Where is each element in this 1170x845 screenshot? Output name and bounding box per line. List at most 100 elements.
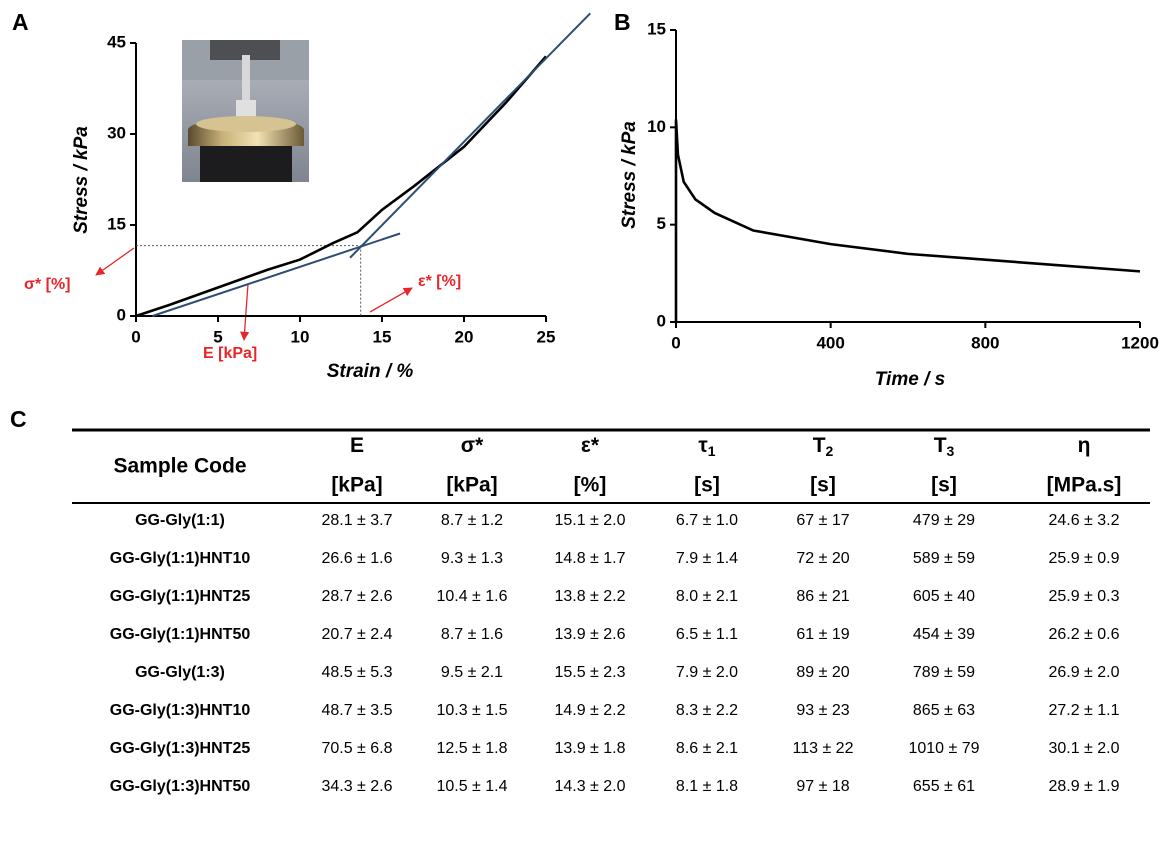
tangent-line bbox=[152, 232, 401, 317]
y-tick-label: 0 bbox=[657, 311, 666, 330]
x-tick-label: 5 bbox=[213, 327, 222, 346]
row-label: GG-Gly(1:3) bbox=[135, 664, 225, 681]
x-tick-label: 800 bbox=[971, 333, 999, 352]
table-cell: 72 ± 20 bbox=[796, 550, 849, 567]
x-tick-label: 400 bbox=[816, 333, 844, 352]
header-symbol: T bbox=[934, 434, 947, 457]
table-cell: 70.5 ± 6.8 bbox=[321, 740, 392, 757]
panel-label: A bbox=[12, 9, 29, 35]
x-axis-label: Time / s bbox=[875, 369, 945, 390]
column-header: σ* bbox=[461, 434, 484, 457]
column-header: τ1 bbox=[698, 434, 715, 459]
table-cell: 8.0 ± 2.1 bbox=[676, 588, 738, 605]
table-cell: 30.1 ± 2.0 bbox=[1048, 740, 1119, 757]
row-label: GG-Gly(1:1)HNT25 bbox=[110, 588, 251, 605]
y-axis-label: Stress / kPa bbox=[619, 121, 640, 229]
table-cell: 28.9 ± 1.9 bbox=[1048, 778, 1119, 795]
annotation-arrow bbox=[95, 247, 135, 276]
column-header: E bbox=[350, 434, 364, 457]
header-symbol: σ* bbox=[461, 434, 484, 457]
x-tick-label: 0 bbox=[131, 327, 140, 346]
table-cell: 10.4 ± 1.6 bbox=[436, 588, 507, 605]
table-cell: 97 ± 18 bbox=[796, 778, 849, 795]
table-cell: 10.5 ± 1.4 bbox=[436, 778, 507, 795]
table-cell: 9.3 ± 1.3 bbox=[441, 550, 503, 567]
y-axis-label: Stress / kPa bbox=[71, 126, 92, 234]
column-unit: [s] bbox=[810, 474, 836, 497]
table-cell: 48.5 ± 5.3 bbox=[321, 664, 392, 681]
header-symbol: ε* bbox=[581, 434, 600, 457]
column-header: ε* bbox=[581, 434, 600, 457]
table-cell: 865 ± 63 bbox=[913, 702, 975, 719]
table-cell: 13.8 ± 2.2 bbox=[554, 588, 625, 605]
table-cell: 605 ± 40 bbox=[913, 588, 975, 605]
row-label: GG-Gly(1:3)HNT25 bbox=[110, 740, 251, 757]
table-cell: 20.7 ± 2.4 bbox=[321, 626, 392, 643]
table-cell: 25.9 ± 0.3 bbox=[1048, 588, 1119, 605]
column-header: Sample Code bbox=[113, 455, 246, 478]
table-cell: 27.2 ± 1.1 bbox=[1048, 702, 1119, 719]
data-line bbox=[135, 55, 547, 318]
table-cell: 7.9 ± 1.4 bbox=[676, 550, 738, 567]
data-line bbox=[674, 119, 1141, 322]
table-cell: 89 ± 20 bbox=[796, 664, 849, 681]
table-cell: 93 ± 23 bbox=[796, 702, 849, 719]
column-unit: [s] bbox=[931, 474, 957, 497]
table-cell: 28.7 ± 2.6 bbox=[321, 588, 392, 605]
panel-label: C bbox=[10, 406, 27, 432]
y-tick-label: 5 bbox=[657, 214, 666, 233]
table-cell: 15.5 ± 2.3 bbox=[554, 664, 625, 681]
inset-photo bbox=[182, 40, 309, 182]
table-cell: 48.7 ± 3.5 bbox=[321, 702, 392, 719]
y-tick-label: 10 bbox=[647, 117, 666, 136]
x-tick-label: 10 bbox=[291, 327, 310, 346]
table-cell: 589 ± 59 bbox=[913, 550, 975, 567]
table-cell: 655 ± 61 bbox=[913, 778, 975, 795]
table-cell: 789 ± 59 bbox=[913, 664, 975, 681]
annotation: E [kPa] bbox=[203, 345, 257, 362]
header-symbol: τ bbox=[698, 434, 708, 457]
table-cell: 8.3 ± 2.2 bbox=[676, 702, 738, 719]
y-tick-label: 30 bbox=[107, 123, 126, 142]
annotation: σ* [%] bbox=[24, 276, 71, 293]
table-cell: 113 ± 22 bbox=[793, 740, 854, 757]
table-cell: 6.7 ± 1.0 bbox=[676, 512, 738, 529]
column-header: T2 bbox=[813, 434, 834, 459]
y-tick-label: 0 bbox=[117, 305, 126, 324]
x-tick-label: 25 bbox=[537, 327, 556, 346]
panel-label: B bbox=[614, 9, 631, 35]
column-unit: [s] bbox=[694, 474, 720, 497]
annotation-arrow bbox=[240, 283, 250, 341]
header-subscript: 3 bbox=[947, 443, 955, 459]
table-cell: 67 ± 17 bbox=[796, 512, 849, 529]
table-cell: 8.7 ± 1.2 bbox=[441, 512, 503, 529]
y-tick-label: 45 bbox=[107, 32, 126, 51]
header-subscript: 2 bbox=[826, 443, 834, 459]
header-symbol: η bbox=[1078, 434, 1091, 457]
table-cell: 9.5 ± 2.1 bbox=[441, 664, 503, 681]
row-label: GG-Gly(1:1)HNT50 bbox=[110, 626, 251, 643]
x-tick-label: 20 bbox=[455, 327, 474, 346]
y-tick-label: 15 bbox=[107, 214, 126, 233]
column-unit: [kPa] bbox=[331, 474, 382, 497]
header-subscript: 1 bbox=[708, 443, 716, 459]
table-cell: 10.3 ± 1.5 bbox=[436, 702, 507, 719]
annotation: ε* [%] bbox=[418, 273, 461, 290]
column-unit: [MPa.s] bbox=[1047, 474, 1122, 497]
x-axis-label: Strain / % bbox=[327, 361, 414, 382]
row-label: GG-Gly(1:1)HNT10 bbox=[110, 550, 251, 567]
table: Sample CodeE[kPa]σ*[kPa]ε*[%]τ1[s]T2[s]T… bbox=[72, 428, 1150, 795]
table-cell: 8.6 ± 2.1 bbox=[676, 740, 738, 757]
table-cell: 14.3 ± 2.0 bbox=[554, 778, 625, 795]
y-tick-label: 15 bbox=[647, 19, 666, 38]
x-tick-label: 0 bbox=[671, 333, 680, 352]
table-cell: 15.1 ± 2.0 bbox=[554, 512, 625, 529]
table-cell: 6.5 ± 1.1 bbox=[676, 626, 738, 643]
table-cell: 479 ± 29 bbox=[913, 512, 975, 529]
table-cell: 8.1 ± 1.8 bbox=[676, 778, 738, 795]
table-cell: 26.6 ± 1.6 bbox=[321, 550, 392, 567]
table-cell: 13.9 ± 2.6 bbox=[554, 626, 625, 643]
table-cell: 14.9 ± 2.2 bbox=[554, 702, 625, 719]
row-label: GG-Gly(1:1) bbox=[135, 512, 225, 529]
